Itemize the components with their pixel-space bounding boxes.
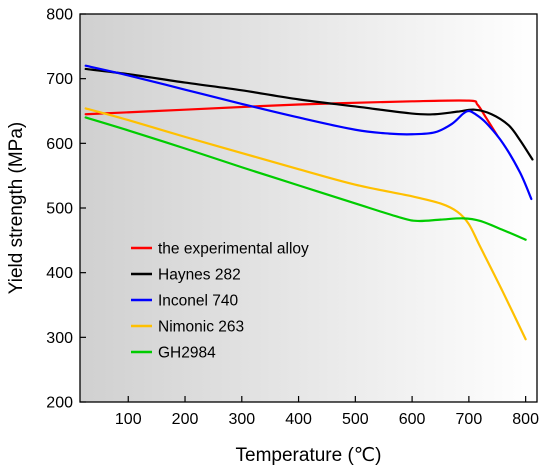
y-tick-label-400: 400 [46,265,73,282]
legend-label-haynes-282: Haynes 282 [158,267,241,284]
x-tick-label-200: 200 [172,411,199,428]
x-tick-label-300: 300 [228,411,255,428]
series-line-haynes-282 [84,67,534,161]
plot-background [80,14,537,402]
y-tick-label-500: 500 [46,201,73,218]
x-tick-label-500: 500 [342,411,369,428]
y-tick-label-600: 600 [46,136,73,153]
series-line-nimonic-263 [84,107,527,341]
legend-label-inconel-740: Inconel 740 [158,293,239,310]
legend-label-nimonic-263: Nimonic 263 [158,319,244,336]
legend-label-the-experimental-alloy: the experimental alloy [158,241,309,258]
series-line-gh2984 [84,116,527,241]
x-tick-label-800: 800 [512,411,539,428]
legend-label-gh2984: GH2984 [158,345,216,362]
axis-ticks: 100 200 300 400 500 600 700 800 200 300 400 500 600 7… [46,7,539,429]
x-tick-label-100: 100 [115,411,142,428]
series-line-the-experimental-alloy [84,99,499,137]
x-axis-title: Temperature (℃) [236,445,382,466]
x-tick-label-600: 600 [399,411,426,428]
y-tick-label-200: 200 [46,395,73,412]
series-line-inconel-740 [84,64,533,201]
series-layer [84,64,534,341]
x-tick-label-700: 700 [456,411,483,428]
y-axis-title: Yield strength (MPa) [6,122,27,294]
x-tick-label-400: 400 [285,411,312,428]
legend: the experimental alloy Haynes 282 Inconel … [131,241,309,362]
y-tick-label-800: 800 [46,7,73,24]
y-tick-label-700: 700 [46,71,73,88]
y-tick-label-300: 300 [46,330,73,347]
